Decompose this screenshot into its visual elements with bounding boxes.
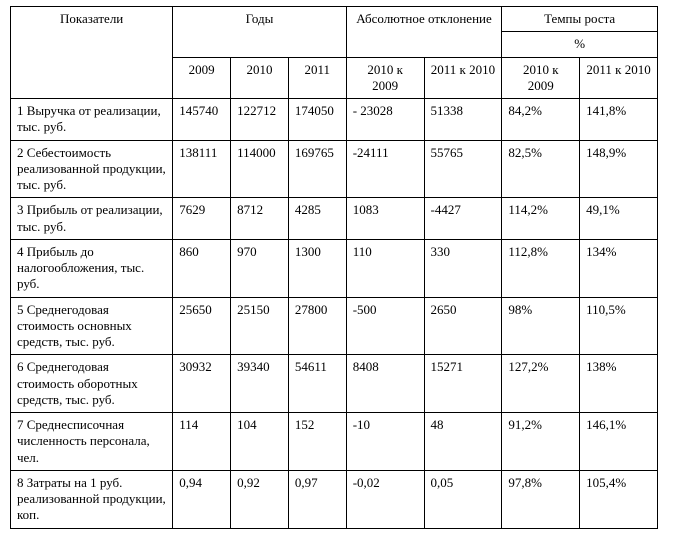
- cell-r1: 84,2%: [502, 99, 580, 141]
- cell-d2: 0,05: [424, 470, 502, 528]
- cell-label: 4 Прибыль до налогообложения, тыс. руб.: [11, 239, 173, 297]
- cell-y2011: 1300: [288, 239, 346, 297]
- table-row: 8 Затраты на 1 руб. реализованной продук…: [11, 470, 658, 528]
- table-row: 2 Себестоимость реализованной продукции,…: [11, 140, 658, 198]
- th-r2010-2009: 2010 к 2009: [502, 57, 580, 99]
- cell-d2: 48: [424, 413, 502, 471]
- cell-r1: 97,8%: [502, 470, 580, 528]
- cell-y2009: 30932: [173, 355, 231, 413]
- cell-r1: 127,2%: [502, 355, 580, 413]
- cell-r2: 148,9%: [580, 140, 658, 198]
- cell-r2: 49,1%: [580, 198, 658, 240]
- cell-y2010: 114000: [231, 140, 289, 198]
- cell-label: 8 Затраты на 1 руб. реализованной продук…: [11, 470, 173, 528]
- cell-d2: 330: [424, 239, 502, 297]
- th-abs-dev: Абсолютное отклонение: [346, 7, 502, 58]
- th-2010: 2010: [231, 57, 289, 99]
- cell-d1: 8408: [346, 355, 424, 413]
- cell-d1: - 23028: [346, 99, 424, 141]
- cell-r1: 112,8%: [502, 239, 580, 297]
- cell-d1: -10: [346, 413, 424, 471]
- table-row: 6 Среднегодовая стоимость оборотных сред…: [11, 355, 658, 413]
- cell-d1: -500: [346, 297, 424, 355]
- cell-label: 3 Прибыль от реализации, тыс. руб.: [11, 198, 173, 240]
- cell-y2009: 860: [173, 239, 231, 297]
- table-body: 1 Выручка от реализации, тыс. руб.145740…: [11, 99, 658, 529]
- cell-label: 1 Выручка от реализации, тыс. руб.: [11, 99, 173, 141]
- cell-y2009: 7629: [173, 198, 231, 240]
- cell-y2010: 970: [231, 239, 289, 297]
- cell-r2: 138%: [580, 355, 658, 413]
- cell-d2: 51338: [424, 99, 502, 141]
- th-2009: 2009: [173, 57, 231, 99]
- table-row: 7 Среднесписочная численность персонала,…: [11, 413, 658, 471]
- cell-r1: 98%: [502, 297, 580, 355]
- cell-r2: 105,4%: [580, 470, 658, 528]
- cell-y2011: 54611: [288, 355, 346, 413]
- cell-r2: 110,5%: [580, 297, 658, 355]
- cell-label: 5 Среднегодовая стоимость основных средс…: [11, 297, 173, 355]
- th-pct: %: [502, 32, 658, 57]
- cell-r2: 146,1%: [580, 413, 658, 471]
- cell-r1: 91,2%: [502, 413, 580, 471]
- cell-y2011: 4285: [288, 198, 346, 240]
- th-d2011-2010: 2011 к 2010: [424, 57, 502, 99]
- cell-d1: -24111: [346, 140, 424, 198]
- table-row: 5 Среднегодовая стоимость основных средс…: [11, 297, 658, 355]
- cell-y2011: 27800: [288, 297, 346, 355]
- cell-y2010: 25150: [231, 297, 289, 355]
- cell-y2009: 0,94: [173, 470, 231, 528]
- financial-table: Показатели Годы Абсолютное отклонение Те…: [10, 6, 658, 529]
- th-growth: Темпы роста: [502, 7, 658, 32]
- cell-r1: 82,5%: [502, 140, 580, 198]
- table-row: 3 Прибыль от реализации, тыс. руб.762987…: [11, 198, 658, 240]
- cell-d1: 1083: [346, 198, 424, 240]
- cell-y2010: 0,92: [231, 470, 289, 528]
- th-indicator: Показатели: [11, 7, 173, 99]
- cell-y2009: 114: [173, 413, 231, 471]
- cell-r2: 141,8%: [580, 99, 658, 141]
- table-row: 1 Выручка от реализации, тыс. руб.145740…: [11, 99, 658, 141]
- cell-y2009: 145740: [173, 99, 231, 141]
- cell-d1: 110: [346, 239, 424, 297]
- cell-label: 7 Среднесписочная численность персонала,…: [11, 413, 173, 471]
- cell-y2010: 39340: [231, 355, 289, 413]
- cell-r1: 114,2%: [502, 198, 580, 240]
- cell-r2: 134%: [580, 239, 658, 297]
- cell-y2010: 8712: [231, 198, 289, 240]
- cell-y2010: 104: [231, 413, 289, 471]
- cell-y2011: 0,97: [288, 470, 346, 528]
- cell-d2: 2650: [424, 297, 502, 355]
- cell-label: 2 Себестоимость реализованной продукции,…: [11, 140, 173, 198]
- th-d2010-2009: 2010 к 2009: [346, 57, 424, 99]
- cell-label: 6 Среднегодовая стоимость оборотных сред…: [11, 355, 173, 413]
- th-r2011-2010: 2011 к 2010: [580, 57, 658, 99]
- table-row: 4 Прибыль до налогообложения, тыс. руб.8…: [11, 239, 658, 297]
- cell-y2009: 138111: [173, 140, 231, 198]
- th-years: Годы: [173, 7, 346, 58]
- cell-d1: -0,02: [346, 470, 424, 528]
- cell-d2: 55765: [424, 140, 502, 198]
- cell-y2010: 122712: [231, 99, 289, 141]
- th-2011: 2011: [288, 57, 346, 99]
- cell-y2011: 152: [288, 413, 346, 471]
- cell-y2009: 25650: [173, 297, 231, 355]
- cell-y2011: 169765: [288, 140, 346, 198]
- cell-y2011: 174050: [288, 99, 346, 141]
- cell-d2: -4427: [424, 198, 502, 240]
- cell-d2: 15271: [424, 355, 502, 413]
